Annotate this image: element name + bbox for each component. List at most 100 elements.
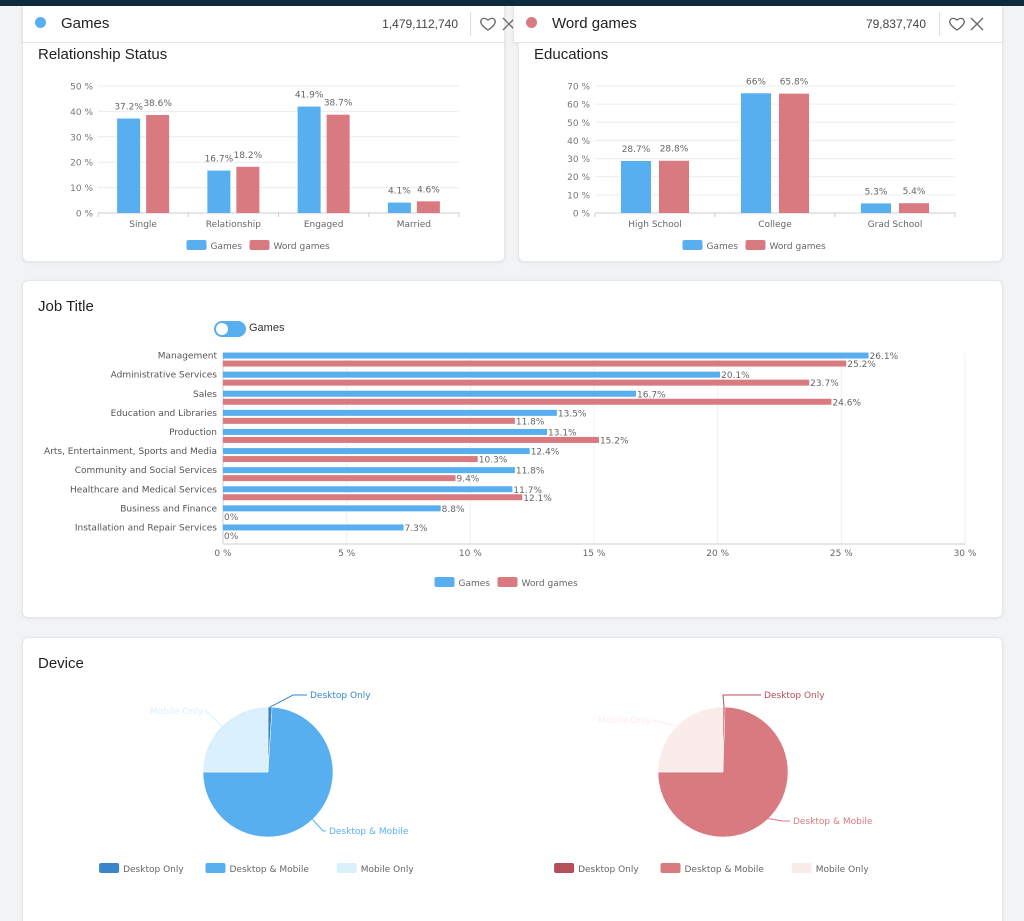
bar-word-games xyxy=(223,494,523,501)
data-label: 16.7% xyxy=(205,155,234,165)
legend-label: Desktop & Mobile xyxy=(230,865,310,875)
pie-slice xyxy=(657,706,724,773)
bar-games xyxy=(741,93,771,213)
y-tick-label: 20 % xyxy=(70,159,93,169)
y-tick-label: Community and Social Services xyxy=(75,466,218,476)
word-games-dot xyxy=(526,17,537,28)
word-games-count: 79,837,740 xyxy=(865,17,926,31)
job-card: Job Title 0 % 5 % 10 % 15 % 20 % 25 % 30 % Mana… xyxy=(22,280,1003,618)
x-tick-label: 25 % xyxy=(830,549,853,559)
bar-games xyxy=(223,371,721,378)
heart-icon[interactable] xyxy=(948,15,966,33)
y-tick-label: Management xyxy=(158,352,218,362)
legend-swatch xyxy=(249,240,270,250)
relationship-title: Relationship Status xyxy=(38,46,168,63)
legend-swatch xyxy=(205,863,226,873)
data-label: 11.8% xyxy=(516,467,545,477)
job-chart: 0 % 5 % 10 % 15 % 20 % 25 % 30 % Management 26.1… xyxy=(44,352,977,589)
legend-label: Desktop Only xyxy=(578,865,639,875)
bar-games xyxy=(223,352,869,359)
y-tick-label: Healthcare and Medical Services xyxy=(70,485,217,495)
label-line xyxy=(768,818,790,822)
data-label: 0% xyxy=(224,513,239,523)
legend-label: Desktop & Mobile xyxy=(685,865,765,875)
data-label: 13.5% xyxy=(558,409,587,419)
games-count: 1,479,112,740 xyxy=(382,17,458,31)
label-line xyxy=(312,819,326,832)
legend-swatch xyxy=(554,863,575,873)
heart-icon[interactable] xyxy=(479,15,497,33)
legend-label: Word games xyxy=(770,242,827,252)
educations-chart: 0 % 10 % 20 % 30 % 40 % 50 % 60 % 70 % High Scho… xyxy=(567,77,956,252)
relationship-card: Relationship Status 0 % 10 % 20 % 30 % 40 % 5… xyxy=(22,43,505,262)
divider xyxy=(470,12,471,36)
toggle-knob xyxy=(216,323,228,335)
bar-games xyxy=(117,118,141,213)
device-title: Device xyxy=(38,655,84,672)
x-tick-label: 0 % xyxy=(214,549,232,559)
educations-title: Educations xyxy=(534,46,609,63)
device-card: Device Desktop Only Desktop & Mobile Mobil… xyxy=(22,637,1003,921)
y-tick-label: Sales xyxy=(193,390,217,400)
data-label: 16.7% xyxy=(637,390,666,400)
bar-games xyxy=(223,467,515,474)
y-tick-label: 30 % xyxy=(567,155,590,165)
x-tick-label: 20 % xyxy=(706,549,729,559)
x-tick-label: Relationship xyxy=(206,220,262,230)
bar-word-games xyxy=(223,360,847,367)
y-tick-label: 70 % xyxy=(567,83,590,93)
slice-label: Desktop Only xyxy=(310,691,371,701)
educations-card: Educations 0 % 10 % 20 % 30 % 40 % 50 % 60 % 70… xyxy=(518,43,1003,262)
bar-word-games xyxy=(223,456,478,463)
data-label: 11.8% xyxy=(516,417,545,427)
y-tick-label: 60 % xyxy=(567,101,590,111)
y-tick-label: Installation and Repair Services xyxy=(75,523,217,533)
y-tick-label: 40 % xyxy=(567,137,590,147)
y-tick-label: 50 % xyxy=(567,119,590,129)
bar-games xyxy=(387,202,411,213)
data-label: 9.4% xyxy=(456,475,479,485)
data-label: 20.1% xyxy=(721,371,750,381)
y-tick-label: 0 % xyxy=(76,210,94,220)
label-line xyxy=(722,694,761,708)
y-tick-label: 50 % xyxy=(70,83,93,93)
games-toggle[interactable] xyxy=(214,321,246,337)
close-icon[interactable] xyxy=(969,15,985,33)
bar-word-games xyxy=(223,417,515,424)
legend-label: Mobile Only xyxy=(816,865,870,875)
data-label: 0% xyxy=(224,532,239,542)
bar-word-games xyxy=(223,398,832,405)
y-tick-label: Arts, Entertainment, Sports and Media xyxy=(44,447,217,457)
data-label: 12.1% xyxy=(523,494,552,504)
legend-label: Word games xyxy=(274,242,331,252)
data-label: 5.3% xyxy=(865,187,888,197)
data-label: 26.1% xyxy=(870,352,899,362)
legend-swatch xyxy=(99,863,120,873)
bar-word-games xyxy=(899,203,929,213)
data-label: 11.7% xyxy=(513,486,542,496)
x-tick-label: 5 % xyxy=(338,549,356,559)
data-label: 13.1% xyxy=(548,428,577,438)
legend-swatch xyxy=(497,577,518,587)
legend-label: Word games xyxy=(522,579,579,589)
bar-word-games xyxy=(326,114,350,213)
legend-label: Desktop Only xyxy=(123,865,184,875)
games-dot xyxy=(35,17,46,28)
x-tick-label: Single xyxy=(129,220,157,230)
bar-word-games xyxy=(146,114,170,213)
bar-games xyxy=(297,106,321,213)
data-label: 23.7% xyxy=(810,379,839,389)
word-games-title: Word games xyxy=(552,15,637,32)
bar-word-games xyxy=(779,93,809,213)
data-label: 37.2% xyxy=(114,103,143,113)
legend-swatch xyxy=(660,863,681,873)
slice-label: Mobile Only xyxy=(150,707,204,717)
games-header: Games 1,479,112,740 xyxy=(22,6,516,43)
x-tick-label: Married xyxy=(397,220,431,230)
x-tick-label: 30 % xyxy=(954,549,977,559)
data-label: 66% xyxy=(746,77,766,87)
data-label: 18.2% xyxy=(234,151,263,161)
data-label: 5.4% xyxy=(903,187,926,197)
y-tick-label: 0 % xyxy=(573,210,591,220)
y-tick-label: Business and Finance xyxy=(120,504,217,514)
